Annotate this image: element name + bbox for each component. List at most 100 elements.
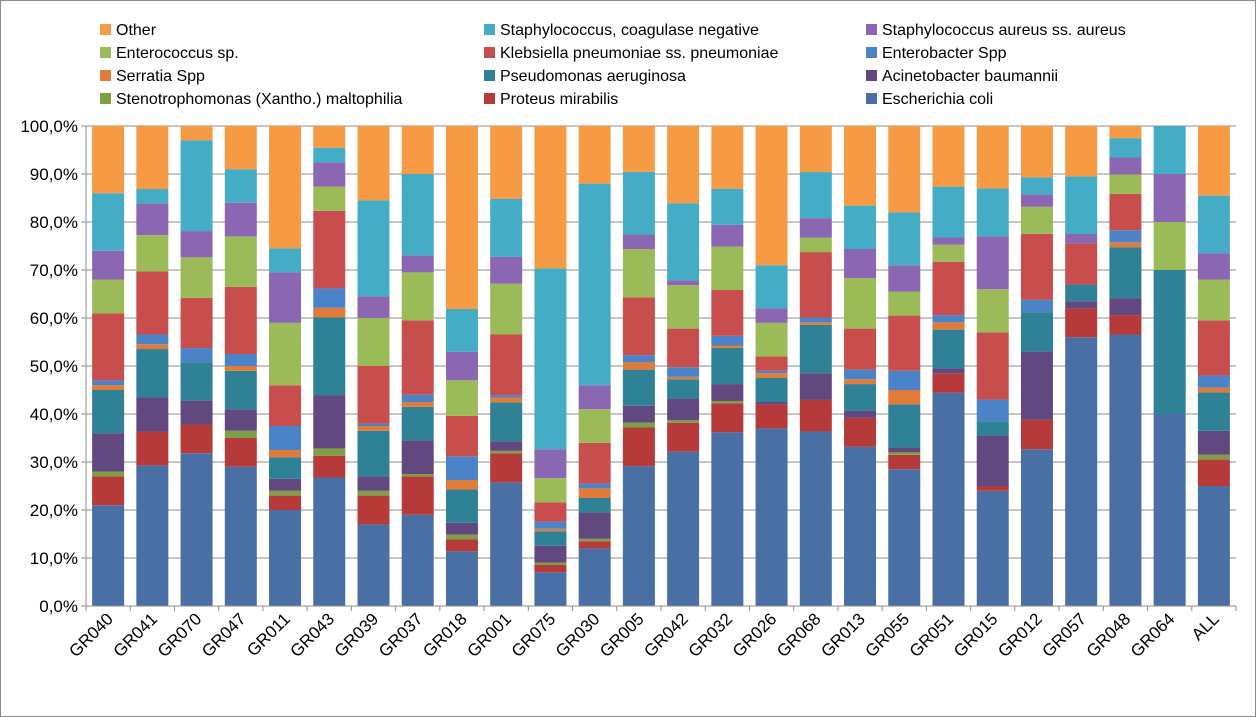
bar-segment [401, 402, 434, 407]
bar-segment [1065, 234, 1098, 244]
bar-segment [799, 252, 832, 318]
bar-segment [401, 174, 434, 256]
bar-segment [667, 203, 700, 281]
bar-segment [1197, 195, 1230, 254]
bar-segment [1065, 176, 1098, 234]
bar-segment [224, 409, 257, 431]
bar-segment [136, 431, 169, 466]
bar-segment [490, 450, 523, 454]
bar-segment [1197, 375, 1230, 388]
y-tick-label: 40,0% [30, 405, 78, 424]
bar-segment [1020, 194, 1053, 207]
bar-segment [755, 370, 788, 374]
bar-segment [622, 427, 655, 467]
bar-segment [799, 172, 832, 219]
legend-swatch [866, 70, 877, 81]
bar-segment [844, 384, 877, 411]
x-tick-label: GR042 [640, 609, 692, 661]
axes [81, 125, 1237, 611]
bar-segment [136, 334, 169, 345]
bar-segment [578, 409, 611, 443]
legend: Other Staphylococcus, coagulase negative S… [100, 22, 1126, 108]
bar-segment [313, 126, 346, 148]
bar-segment [136, 235, 169, 272]
bar-segment [357, 524, 390, 606]
bar-segment [1153, 222, 1186, 270]
bar-segment [844, 369, 877, 380]
bar-segment [799, 399, 832, 432]
x-tick-label: GR032 [685, 609, 737, 661]
x-tick-label: GR037 [375, 609, 427, 661]
y-tick-label: 90,0% [30, 165, 78, 184]
bar-segment [92, 250, 125, 280]
x-tick-label: GR047 [198, 609, 250, 661]
bar-segment [401, 272, 434, 321]
legend-label: Acinetobacter baumannii [882, 68, 1058, 85]
legend-label: Enterococcus sp. [116, 45, 239, 62]
bar-segment [1197, 486, 1230, 606]
bar-segment [490, 453, 523, 483]
x-tick-label: GR055 [862, 609, 914, 661]
bar-segment [1020, 419, 1053, 450]
y-tick-labels: 0,0% 10,0% 20,0% 30,0% 40,0% 50,0% 60,0% 70,0% 8… [20, 117, 78, 616]
bar-segment [357, 430, 390, 477]
bar-segment [888, 452, 921, 455]
bar-segment [888, 454, 921, 470]
bar-segment [224, 169, 257, 203]
bars [92, 126, 1230, 606]
y-tick-label: 100,0% [20, 117, 78, 136]
bar-segment [667, 420, 700, 423]
bar-segment [1109, 230, 1142, 243]
bar-segment [1020, 351, 1053, 420]
bar-segment [136, 349, 169, 398]
bar-segment [932, 186, 965, 238]
bar-segment [445, 415, 478, 457]
bar-segment [490, 395, 523, 398]
bar-segment [357, 423, 390, 426]
bar-segment [1065, 284, 1098, 302]
bar-segment [313, 455, 346, 478]
bar-segment [92, 390, 125, 434]
bar-segment [92, 476, 125, 506]
bar-segment [224, 286, 257, 354]
bar-segment [92, 471, 125, 477]
bar-segment [180, 126, 213, 141]
bar-segment [269, 510, 302, 606]
bar-segment [445, 534, 478, 540]
bar-segment [1109, 247, 1142, 299]
bar-segment [711, 335, 744, 346]
bar-segment [1109, 138, 1142, 158]
x-tick-label: GR039 [331, 609, 383, 661]
bar-segment [269, 450, 302, 458]
bar-segment [844, 277, 877, 329]
bar-segment [401, 474, 434, 477]
bar-segment [578, 548, 611, 606]
bar-segment [92, 193, 125, 251]
bar-segment [578, 538, 611, 542]
legend-swatch [866, 47, 877, 58]
bar-segment [1065, 126, 1098, 177]
bar-segment [1109, 242, 1142, 248]
bar-segment [534, 521, 567, 529]
x-tick-label: GR064 [1127, 609, 1179, 661]
bar-segment [534, 562, 567, 565]
bar-segment [445, 456, 478, 481]
bar-segment [357, 126, 390, 201]
bar-segment [180, 362, 213, 401]
bar-segment [401, 394, 434, 402]
legend-swatch [100, 47, 111, 58]
bar-segment [799, 322, 832, 325]
bar-segment [136, 344, 169, 350]
bar-segment [490, 441, 523, 451]
bar-segment [755, 265, 788, 309]
bar-segment [711, 400, 744, 404]
bar-segment [534, 268, 567, 450]
legend-swatch [866, 93, 877, 104]
legend-label: Other [116, 22, 157, 39]
bar-segment [490, 256, 523, 284]
bar-segment [578, 483, 611, 489]
bar-segment [313, 147, 346, 163]
bar-segment [224, 438, 257, 467]
bar-segment [1197, 126, 1230, 196]
